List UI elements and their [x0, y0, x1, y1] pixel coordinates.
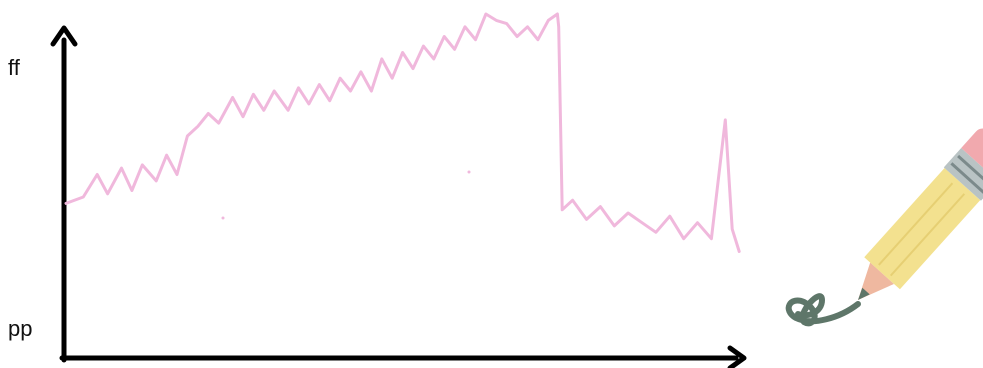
y-tick-label-bottom: pp	[8, 316, 33, 341]
pencil-body	[864, 168, 981, 290]
squiggle-line	[785, 293, 861, 327]
pencil-eraser	[961, 128, 983, 182]
pencil-icon	[785, 128, 983, 327]
x-axis-arrow	[727, 345, 747, 368]
series-line-0	[64, 12, 741, 253]
pencil-lead	[858, 287, 870, 300]
ink-dots	[221, 170, 471, 220]
ink-dot	[467, 170, 471, 174]
y-tick-label-top: ff	[8, 55, 20, 80]
ink-dot	[221, 216, 225, 220]
axes	[50, 25, 747, 368]
series-layer	[64, 12, 741, 253]
y-axis-arrow	[50, 25, 78, 47]
pencil-band	[943, 148, 983, 201]
pencil-tip	[858, 262, 894, 300]
